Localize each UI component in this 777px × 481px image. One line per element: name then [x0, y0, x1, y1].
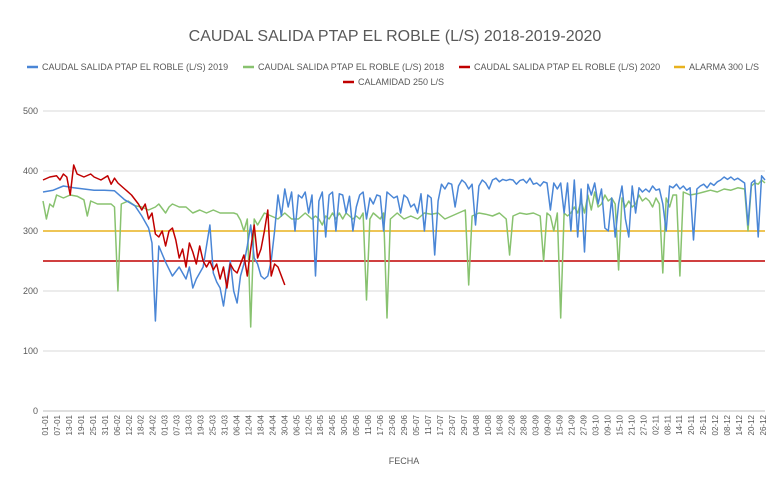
x-tick-label: 18-05 — [316, 414, 325, 435]
x-tick-label: 09-09 — [544, 414, 553, 435]
x-tick-label: 31-01 — [101, 414, 110, 435]
legend-item[interactable]: ALARMA 300 L/S — [674, 62, 759, 72]
x-tick-label: 06-04 — [232, 414, 241, 435]
x-tick-label: 11-07 — [424, 414, 433, 434]
series-line-0 — [42, 175, 766, 322]
x-tick-label: 14-11 — [675, 414, 684, 434]
y-tick-label: 300 — [23, 226, 38, 236]
x-tick-label: 08-11 — [663, 414, 672, 434]
x-tick-label: 09-10 — [603, 414, 612, 435]
x-tick-label: 15-09 — [556, 414, 565, 435]
x-tick-label: 03-09 — [532, 414, 541, 435]
series-line-2 — [42, 164, 286, 289]
series-line-1 — [42, 179, 766, 328]
x-tick-label: 23-06 — [388, 414, 397, 435]
x-tick-label: 21-09 — [568, 414, 577, 435]
x-tick-label: 18-02 — [137, 414, 146, 435]
x-tick-label: 30-04 — [280, 414, 289, 435]
x-tick-label: 16-08 — [496, 414, 505, 435]
x-tick-label: 01-03 — [161, 414, 170, 435]
x-tick-label: 27-09 — [580, 414, 589, 435]
x-tick-label: 12-05 — [304, 414, 313, 435]
x-tick-label: 02-12 — [711, 414, 720, 435]
legend-label: ALARMA 300 L/S — [689, 62, 759, 72]
x-tick-label: 23-07 — [448, 414, 457, 435]
x-tick-label: 11-06 — [364, 414, 373, 434]
y-tick-label: 500 — [23, 106, 38, 116]
x-tick-label: 27-10 — [639, 414, 648, 435]
legend-item[interactable]: CAUDAL SALIDA PTAP EL ROBLE (L/S) 2020 — [459, 62, 660, 72]
x-tick-label: 29-06 — [400, 414, 409, 435]
x-tick-label: 02-11 — [651, 414, 660, 434]
x-tick-label: 22-08 — [508, 414, 517, 435]
x-tick-label: 20-11 — [687, 414, 696, 434]
x-tick-label: 20-12 — [747, 414, 756, 435]
x-tick-label: 07-03 — [173, 414, 182, 435]
x-tick-label: 15-10 — [615, 414, 624, 435]
x-tick-label: 26-12 — [759, 414, 768, 435]
y-tick-label: 0 — [33, 406, 38, 416]
x-tick-label: 05-07 — [412, 414, 421, 435]
x-tick-label: 10-08 — [484, 414, 493, 435]
x-tick-label: 29-07 — [460, 414, 469, 435]
x-tick-label: 06-02 — [113, 414, 122, 435]
x-tick-label: 24-05 — [328, 414, 337, 435]
legend: CAUDAL SALIDA PTAP EL ROBLE (L/S) 2019 C… — [27, 62, 759, 87]
x-tick-label: 19-01 — [77, 414, 86, 435]
y-tick-label: 100 — [23, 346, 38, 356]
x-tick-label: 24-04 — [268, 414, 277, 435]
x-tick-label: 17-07 — [436, 414, 445, 435]
x-tick-label: 21-10 — [627, 414, 636, 435]
legend-label: CAUDAL SALIDA PTAP EL ROBLE (L/S) 2020 — [474, 62, 660, 72]
plot-area — [42, 164, 766, 328]
y-axis: 0 100 200 300 400 500 — [23, 106, 38, 416]
legend-item[interactable]: CALAMIDAD 250 L/S — [343, 77, 444, 87]
x-tick-label: 07-01 — [53, 414, 62, 435]
x-tick-label: 19-03 — [197, 414, 206, 435]
x-axis: 01-01 07-01 13-01 19-01 25-01 31-01 06-02 12-02… — [41, 414, 768, 435]
x-tick-label: 17-06 — [376, 414, 385, 435]
x-tick-label: 08-12 — [723, 414, 732, 435]
y-tick-label: 200 — [23, 286, 38, 296]
x-tick-label: 28-08 — [520, 414, 529, 435]
x-tick-label: 13-03 — [185, 414, 194, 435]
x-tick-label: 18-04 — [256, 414, 265, 435]
x-tick-label: 12-02 — [125, 414, 134, 435]
x-tick-label: 25-01 — [89, 414, 98, 435]
x-tick-label: 12-04 — [244, 414, 253, 435]
x-tick-label: 30-05 — [340, 414, 349, 435]
y-tick-label: 400 — [23, 166, 38, 176]
x-tick-label: 01-01 — [41, 414, 50, 435]
chart-title: CAUDAL SALIDA PTAP EL ROBLE (L/S) 2018-2… — [189, 28, 602, 45]
x-tick-label: 03-10 — [591, 414, 600, 435]
legend-label: CALAMIDAD 250 L/S — [358, 77, 444, 87]
legend-label: CAUDAL SALIDA PTAP EL ROBLE (L/S) 2018 — [258, 62, 444, 72]
legend-item[interactable]: CAUDAL SALIDA PTAP EL ROBLE (L/S) 2018 — [243, 62, 444, 72]
x-tick-label: 24-02 — [149, 414, 158, 435]
x-tick-label: 05-06 — [352, 414, 361, 435]
x-tick-label: 04-08 — [472, 414, 481, 435]
x-axis-title: FECHA — [389, 456, 420, 466]
x-tick-label: 13-01 — [65, 414, 74, 435]
x-tick-label: 06-05 — [292, 414, 301, 435]
x-tick-label: 25-03 — [209, 414, 218, 435]
x-tick-label: 26-11 — [699, 414, 708, 434]
legend-item[interactable]: CAUDAL SALIDA PTAP EL ROBLE (L/S) 2019 — [27, 62, 228, 72]
x-tick-label: 31-03 — [221, 414, 230, 435]
legend-label: CAUDAL SALIDA PTAP EL ROBLE (L/S) 2019 — [42, 62, 228, 72]
x-tick-label: 14-12 — [735, 414, 744, 435]
